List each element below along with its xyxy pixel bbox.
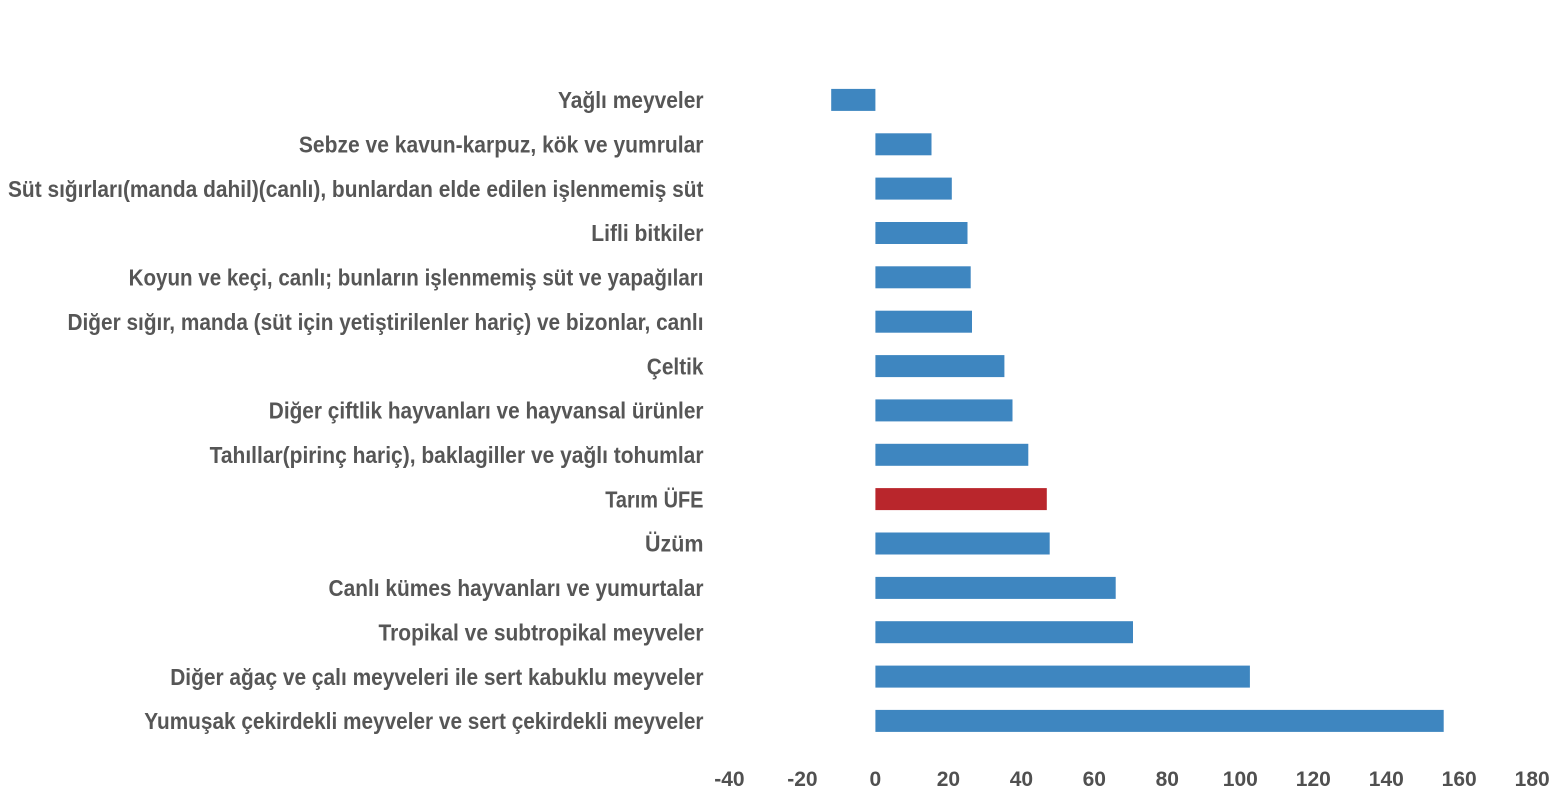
svg-text:Diğer ağaç ve çalı meyveleri i: Diğer ağaç ve çalı meyveleri ile sert ka… <box>170 664 703 690</box>
svg-text:Diğer sığır, manda (süt için y: Diğer sığır, manda (süt için yetiştirile… <box>68 309 704 335</box>
svg-text:180: 180 <box>1515 768 1550 791</box>
svg-text:Yumuşak çekirdekli meyveler ve: Yumuşak çekirdekli meyveler ve sert çeki… <box>144 708 703 734</box>
svg-text:120: 120 <box>1296 768 1331 791</box>
svg-text:100: 100 <box>1223 768 1258 791</box>
svg-text:Lifli bitkiler: Lifli bitkiler <box>591 220 703 246</box>
svg-text:80: 80 <box>1156 768 1179 791</box>
svg-text:Yağlı meyveler: Yağlı meyveler <box>558 87 704 113</box>
svg-text:Tahıllar(pirinç hariç), baklag: Tahıllar(pirinç hariç), baklagiller ve y… <box>210 442 704 468</box>
svg-text:Canlı kümes hayvanları ve yumu: Canlı kümes hayvanları ve yumurtalar <box>329 575 704 601</box>
svg-text:Tarım ÜFE: Tarım ÜFE <box>605 486 703 512</box>
svg-text:Çeltik: Çeltik <box>647 353 705 379</box>
svg-text:Tropikal ve subtropikal meyvel: Tropikal ve subtropikal meyveler <box>379 619 704 645</box>
svg-text:20: 20 <box>937 768 960 791</box>
svg-text:160: 160 <box>1442 768 1477 791</box>
svg-text:-20: -20 <box>787 768 817 791</box>
svg-text:0: 0 <box>870 768 882 791</box>
svg-text:Sebze ve kavun-karpuz, kök ve: Sebze ve kavun-karpuz, kök ve yumrular <box>299 132 704 158</box>
svg-text:Koyun ve keçi, canlı; bunların: Koyun ve keçi, canlı; bunların işlenmemi… <box>129 265 704 291</box>
svg-text:60: 60 <box>1083 768 1106 791</box>
svg-text:-40: -40 <box>714 768 744 791</box>
svg-text:140: 140 <box>1369 768 1404 791</box>
svg-text:Diğer çiftlik hayvanları ve ha: Diğer çiftlik hayvanları ve hayvansal ür… <box>269 398 704 424</box>
svg-text:Süt sığırları(manda dahil)(can: Süt sığırları(manda dahil)(canlı), bunla… <box>8 176 704 202</box>
svg-text:Üzüm: Üzüm <box>645 531 704 557</box>
svg-text:40: 40 <box>1010 768 1033 791</box>
